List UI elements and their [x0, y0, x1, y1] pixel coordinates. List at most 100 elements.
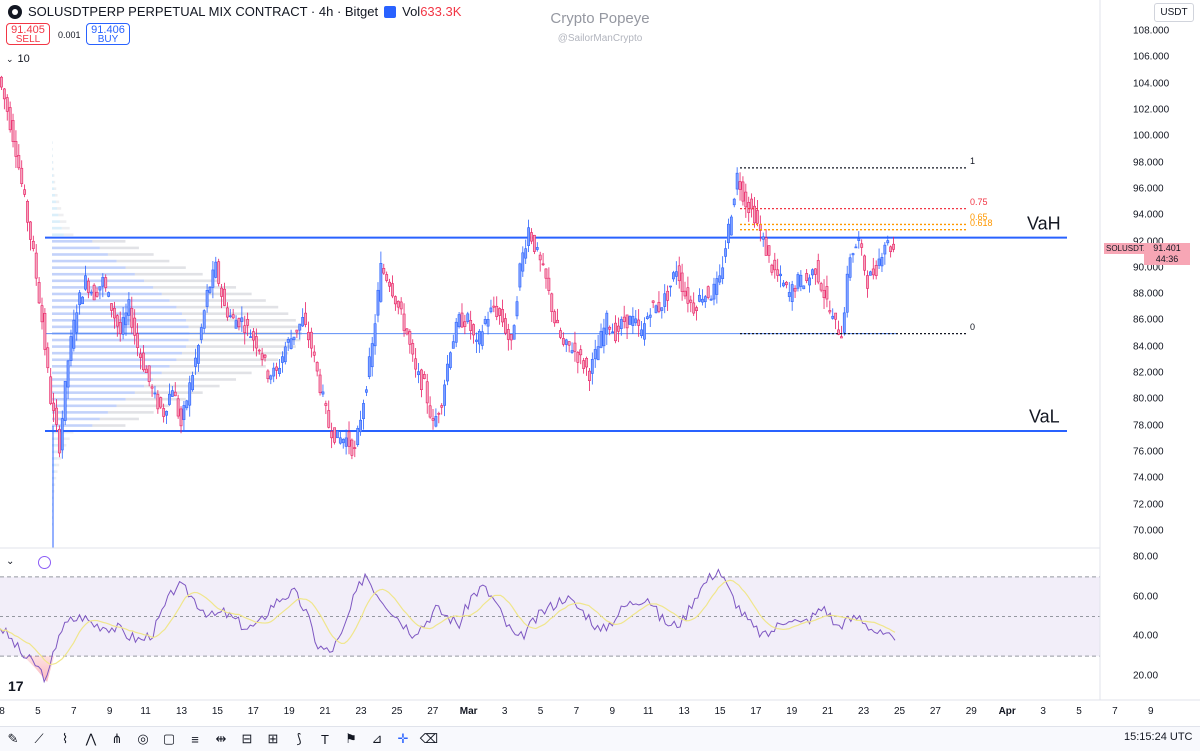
- candle-body: [640, 330, 642, 336]
- vpvr-bar: [108, 253, 154, 256]
- candle-body: [748, 202, 750, 212]
- candle-body: [281, 357, 283, 363]
- vpvr-bar: [52, 247, 100, 250]
- candle-body: [218, 262, 220, 284]
- drawing-toolbar: ✎ ⟋ ⌇ ⋀ ⋔ ◎ ▢ ≡ ⇹ ⊟ ⊞ ⟆ T ⚑ ⊿ ✛ ⌫: [0, 726, 1200, 751]
- candle-body: [403, 314, 405, 330]
- candle-body: [229, 316, 231, 317]
- currency-button[interactable]: USDT: [1154, 3, 1194, 22]
- eraser-tool-icon[interactable]: ⌫: [416, 728, 442, 750]
- candle-body: [562, 338, 564, 344]
- candle-body: [415, 359, 417, 369]
- vpvr-bar: [135, 273, 203, 276]
- candle-body: [171, 391, 173, 397]
- polyline-tool-icon[interactable]: ⋀: [78, 728, 104, 750]
- candle-body: [223, 289, 225, 305]
- candle-body: [163, 408, 165, 416]
- rectangle-tool-icon[interactable]: ▢: [156, 728, 182, 750]
- candle-body: [797, 274, 799, 288]
- fib-tool-icon[interactable]: ≡: [182, 728, 208, 750]
- indicators-toggle[interactable]: ⌄ 10: [6, 53, 30, 65]
- candle-body: [249, 337, 251, 338]
- projection-tool-icon[interactable]: ⊞: [260, 728, 286, 750]
- vpvr-bar: [52, 280, 144, 283]
- buy-label: BUY: [87, 35, 129, 45]
- vpvr-bar: [55, 470, 58, 473]
- vpvr-bar: [52, 266, 126, 269]
- candle-body: [510, 334, 512, 340]
- sell-button[interactable]: 91.405 SELL: [6, 23, 50, 45]
- vpvr-bar: [52, 227, 62, 230]
- candle-body: [501, 309, 503, 322]
- candle-body: [24, 190, 26, 195]
- candle-body: [18, 155, 20, 167]
- candle-body: [131, 308, 133, 327]
- candle-body: [577, 352, 579, 362]
- candle-body: [716, 278, 718, 294]
- candle-body: [145, 369, 147, 373]
- candle-body: [548, 278, 550, 290]
- time-axis-label: 27: [427, 706, 438, 717]
- candle-body: [26, 201, 28, 222]
- candle-body: [707, 287, 709, 298]
- price-axis-label: 72.000: [1133, 499, 1164, 510]
- candle-body: [890, 247, 892, 252]
- candle-body: [374, 324, 376, 346]
- candle-body: [9, 107, 11, 129]
- symbol-header[interactable]: SOLUSDTPERP PERPETUAL MIX CONTRACT · 4h …: [8, 4, 461, 19]
- forecast-tool-icon[interactable]: ⟆: [286, 728, 312, 750]
- rsi-collapse-toggle[interactable]: ⌄: [6, 556, 14, 567]
- circle-tool-icon[interactable]: ◎: [130, 728, 156, 750]
- time-axis-label: 23: [858, 706, 869, 717]
- candle-body: [803, 286, 805, 289]
- candle-body: [620, 319, 622, 328]
- candle-body: [536, 247, 538, 249]
- utc-clock[interactable]: 15:15:24 UTC: [1124, 731, 1192, 743]
- range-tool-icon[interactable]: ⇹: [208, 728, 234, 750]
- candle-body: [302, 317, 304, 326]
- candle-body: [47, 348, 49, 368]
- chart-canvas[interactable]: [0, 0, 1200, 726]
- path-tool-icon[interactable]: ⌇: [52, 728, 78, 750]
- vpvr-bar: [52, 207, 57, 210]
- candle-body: [209, 287, 211, 292]
- candle-body: [713, 284, 715, 299]
- vpvr-bar: [53, 174, 54, 177]
- candle-body: [777, 270, 779, 276]
- candle-body: [742, 182, 744, 201]
- volume-icon: [384, 6, 396, 18]
- trend-line-tool-icon[interactable]: ⟋: [26, 728, 52, 750]
- candle-body: [681, 273, 683, 292]
- ruler-tool-icon[interactable]: ⊿: [364, 728, 390, 750]
- candle-body: [695, 308, 697, 311]
- vah-label: VaH: [1027, 213, 1061, 234]
- brush-tool-icon[interactable]: ✎: [0, 728, 26, 750]
- candle-body: [704, 297, 706, 302]
- pitchfork-tool-icon[interactable]: ⋔: [104, 728, 130, 750]
- candle-body: [887, 241, 889, 243]
- candle-body: [110, 303, 112, 310]
- candle-body: [574, 343, 576, 351]
- candle-body: [35, 253, 37, 278]
- time-axis-label: 7: [71, 706, 77, 717]
- candle-body: [96, 292, 98, 296]
- candle-body: [267, 371, 269, 379]
- candle-body: [157, 394, 159, 409]
- crosshair-tool-icon[interactable]: ✛: [390, 728, 416, 750]
- vpvr-bar: [54, 477, 56, 480]
- candle-body: [423, 374, 425, 378]
- candle-body: [556, 320, 558, 323]
- measure-tool-icon[interactable]: ⊟: [234, 728, 260, 750]
- candle-body: [638, 320, 640, 325]
- rsi-settings-icon[interactable]: [38, 556, 51, 569]
- candle-body: [722, 268, 724, 279]
- fib-level-label: 1: [970, 156, 975, 166]
- text-tool-icon[interactable]: T: [312, 728, 338, 750]
- vpvr-bar: [186, 345, 296, 348]
- buy-button[interactable]: 91.406 BUY: [86, 23, 130, 45]
- vpvr-bar: [52, 220, 60, 223]
- candle-body: [304, 313, 306, 324]
- price-axis-label: 86.000: [1133, 315, 1164, 326]
- symbol-title[interactable]: SOLUSDTPERP PERPETUAL MIX CONTRACT · 4h …: [28, 4, 378, 19]
- anchored-vwap-tool-icon[interactable]: ⚑: [338, 728, 364, 750]
